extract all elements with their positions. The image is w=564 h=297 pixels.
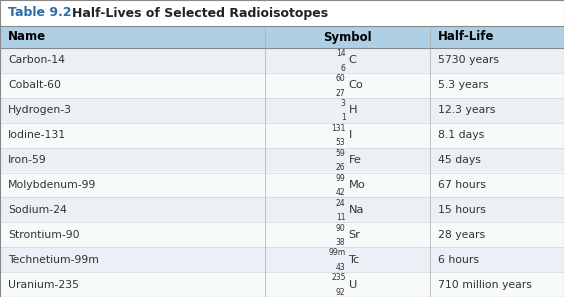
Text: Half-Lives of Selected Radioisotopes: Half-Lives of Selected Radioisotopes: [72, 7, 328, 20]
FancyBboxPatch shape: [0, 48, 564, 73]
Text: 15 hours: 15 hours: [438, 205, 486, 215]
Text: U: U: [349, 279, 357, 290]
Text: Fe: Fe: [349, 155, 362, 165]
Text: 1: 1: [341, 113, 346, 122]
Text: 6 hours: 6 hours: [438, 255, 479, 265]
Text: 43: 43: [336, 263, 346, 272]
FancyBboxPatch shape: [0, 26, 564, 48]
Text: Strontium-90: Strontium-90: [8, 230, 80, 240]
FancyBboxPatch shape: [0, 222, 564, 247]
Text: H: H: [349, 105, 357, 115]
Text: 99m: 99m: [328, 248, 346, 257]
Text: I: I: [349, 130, 352, 140]
Text: 12.3 years: 12.3 years: [438, 105, 495, 115]
Text: Na: Na: [349, 205, 364, 215]
FancyBboxPatch shape: [0, 98, 564, 123]
Text: 38: 38: [336, 238, 346, 247]
Text: 99: 99: [336, 174, 346, 183]
FancyBboxPatch shape: [0, 0, 564, 26]
Text: 710 million years: 710 million years: [438, 279, 532, 290]
Text: Name: Name: [8, 31, 46, 43]
Text: Sr: Sr: [349, 230, 360, 240]
Text: Uranium-235: Uranium-235: [8, 279, 79, 290]
Text: 5730 years: 5730 years: [438, 56, 499, 65]
Text: Sodium-24: Sodium-24: [8, 205, 67, 215]
Text: 6: 6: [341, 64, 346, 73]
Text: Carbon-14: Carbon-14: [8, 56, 65, 65]
Text: 11: 11: [336, 213, 346, 222]
FancyBboxPatch shape: [0, 148, 564, 173]
Text: Co: Co: [349, 80, 363, 90]
Text: Cobalt-60: Cobalt-60: [8, 80, 61, 90]
Text: 5.3 years: 5.3 years: [438, 80, 488, 90]
Text: 3: 3: [341, 99, 346, 108]
Text: Symbol: Symbol: [323, 31, 372, 43]
Text: Mo: Mo: [349, 180, 365, 190]
Text: Table 9.2: Table 9.2: [8, 7, 72, 20]
Text: 27: 27: [336, 89, 346, 98]
Text: 235: 235: [331, 273, 346, 282]
FancyBboxPatch shape: [0, 198, 564, 222]
FancyBboxPatch shape: [0, 173, 564, 198]
Text: Technetium-99m: Technetium-99m: [8, 255, 99, 265]
Text: 14: 14: [336, 49, 346, 58]
FancyBboxPatch shape: [0, 123, 564, 148]
Text: Iodine-131: Iodine-131: [8, 130, 66, 140]
Text: 92: 92: [336, 288, 346, 297]
Text: 28 years: 28 years: [438, 230, 485, 240]
Text: 45 days: 45 days: [438, 155, 481, 165]
Text: 24: 24: [336, 199, 346, 208]
Text: Hydrogen-3: Hydrogen-3: [8, 105, 72, 115]
Text: 59: 59: [336, 149, 346, 158]
Text: Iron-59: Iron-59: [8, 155, 47, 165]
FancyBboxPatch shape: [0, 247, 564, 272]
Text: C: C: [349, 56, 356, 65]
Text: 131: 131: [331, 124, 346, 133]
FancyBboxPatch shape: [0, 73, 564, 98]
Text: 8.1 days: 8.1 days: [438, 130, 484, 140]
Text: 60: 60: [336, 74, 346, 83]
Text: Tc: Tc: [349, 255, 360, 265]
Text: 53: 53: [336, 138, 346, 147]
Text: 90: 90: [336, 224, 346, 233]
Text: 42: 42: [336, 188, 346, 197]
Text: 67 hours: 67 hours: [438, 180, 486, 190]
Text: Half-Life: Half-Life: [438, 31, 495, 43]
Text: 26: 26: [336, 163, 346, 172]
FancyBboxPatch shape: [0, 272, 564, 297]
Text: Molybdenum-99: Molybdenum-99: [8, 180, 96, 190]
